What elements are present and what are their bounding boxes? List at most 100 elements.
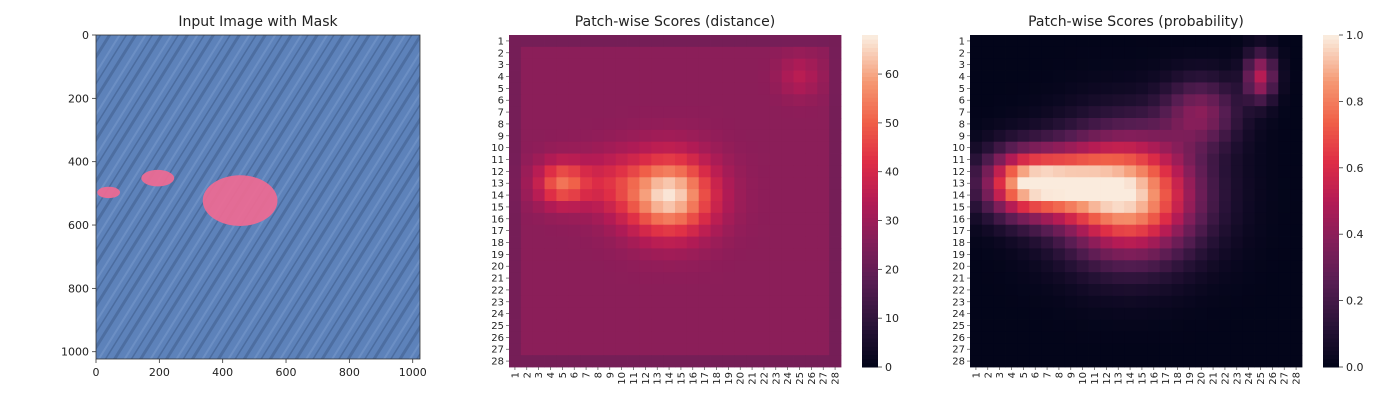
x-tick-label: 400 [212,366,233,379]
heatmap-cell [509,201,522,214]
heatmap-cell [805,343,818,356]
heatmap-cell [1064,70,1078,83]
heatmap-cell [1064,46,1078,60]
heatmap-cell [805,58,818,71]
heatmap-cell [556,70,569,83]
heatmap-cell [1124,236,1137,249]
heatmap-cell [1254,129,1267,143]
heatmap-cell [710,177,723,190]
heatmap-cell [1290,58,1303,71]
heatmap-cell [1136,319,1149,332]
heatmap-cell [698,331,711,344]
colorbar-segment [862,39,878,44]
heatmap-cell [1112,355,1125,368]
heatmap-cell [1242,94,1255,107]
heatmap-cell [615,272,628,285]
y-tick-label: 2 [498,48,504,59]
colorbar-segment [862,313,878,318]
heatmap-cell [556,129,569,143]
heatmap-cell [1195,82,1208,95]
heatmap-cell [805,177,818,190]
heatmap-cell [1005,141,1018,154]
heatmap-cell [1100,153,1113,166]
heatmap-cell [1064,141,1078,154]
heatmap-cell [1147,189,1161,202]
heatmap-cell [970,272,983,285]
heatmap-cell [746,46,759,60]
heatmap-cell [651,212,664,226]
heatmap-cell [1124,82,1137,95]
colorbar-segment [862,317,878,322]
heatmap-cell [805,272,818,285]
x-tick-label: 9 [1066,372,1077,378]
heatmap-cell [1242,153,1255,166]
mask-region [202,175,278,226]
heatmap-cell [1159,35,1172,48]
heatmap-cell [556,165,569,178]
heatmap-cell [556,177,569,190]
heatmap-cell [627,319,640,332]
heatmap-cell [1183,212,1196,226]
colorbar-segment [1323,254,1339,260]
heatmap-cell [698,46,711,60]
heatmap-cell [970,284,983,297]
heatmap-cell [1112,141,1125,154]
heatmap-cell [1254,118,1267,131]
heatmap-cell [1278,189,1291,202]
heatmap-cell [1053,343,1066,356]
heatmap-cell [663,82,676,95]
heatmap-cell [1183,70,1196,83]
heatmap-cell [520,70,534,83]
heatmap-cell [1230,355,1244,368]
heatmap-cell [805,94,818,107]
y-tick-label: 5 [498,84,504,95]
heatmap-cell [722,46,735,60]
colorbar-segment [1323,72,1339,77]
heatmap-cell [520,35,534,48]
heatmap-cell [568,58,581,71]
colorbar-segment [862,213,878,219]
heatmap-cell [698,153,711,166]
heatmap-cell [544,189,557,202]
heatmap-cell [1159,58,1172,71]
heatmap-cell [758,141,771,154]
heatmap-cell [568,189,581,202]
heatmap-cell [970,153,983,166]
heatmap-cell [520,307,534,320]
heatmap-cell [1242,189,1255,202]
heatmap-cell [568,177,581,190]
heatmap-cell [710,224,723,237]
heatmap-cell [639,58,652,71]
heatmap-cell [663,307,676,320]
heatmap-cell [603,94,617,107]
heatmap-cell [793,70,806,83]
heatmap-cell [1171,118,1184,131]
heatmap-cell [1112,272,1125,285]
heatmap-cell [981,118,995,131]
heatmap-cell [1112,260,1125,273]
heatmap-cell [580,58,593,71]
heatmap-cell [520,260,534,273]
colorbar-segment [1323,279,1339,285]
heatmap-cell [532,94,545,107]
heatmap-cell [627,236,640,249]
heatmap-cell [769,355,783,368]
heatmap-cell [769,307,783,320]
heatmap-cell [651,94,664,107]
heatmap-cell [1207,284,1220,297]
heatmap-cell [1183,260,1196,273]
heatmap-cell [675,46,688,60]
heatmap-cell [829,177,842,190]
heatmap-cell [793,58,806,71]
heatmap-cell [509,224,522,237]
colorbar-segment [862,350,878,356]
heatmap-cell [544,177,557,190]
y-tick-label: 14 [952,191,965,202]
heatmap-cell [1147,355,1161,368]
heatmap-cell [710,331,723,344]
heatmap-cell [769,35,783,48]
heatmap-cell [769,248,783,261]
heatmap-cell [710,82,723,95]
heatmap-cell [603,236,617,249]
heatmap-cell [615,94,628,107]
